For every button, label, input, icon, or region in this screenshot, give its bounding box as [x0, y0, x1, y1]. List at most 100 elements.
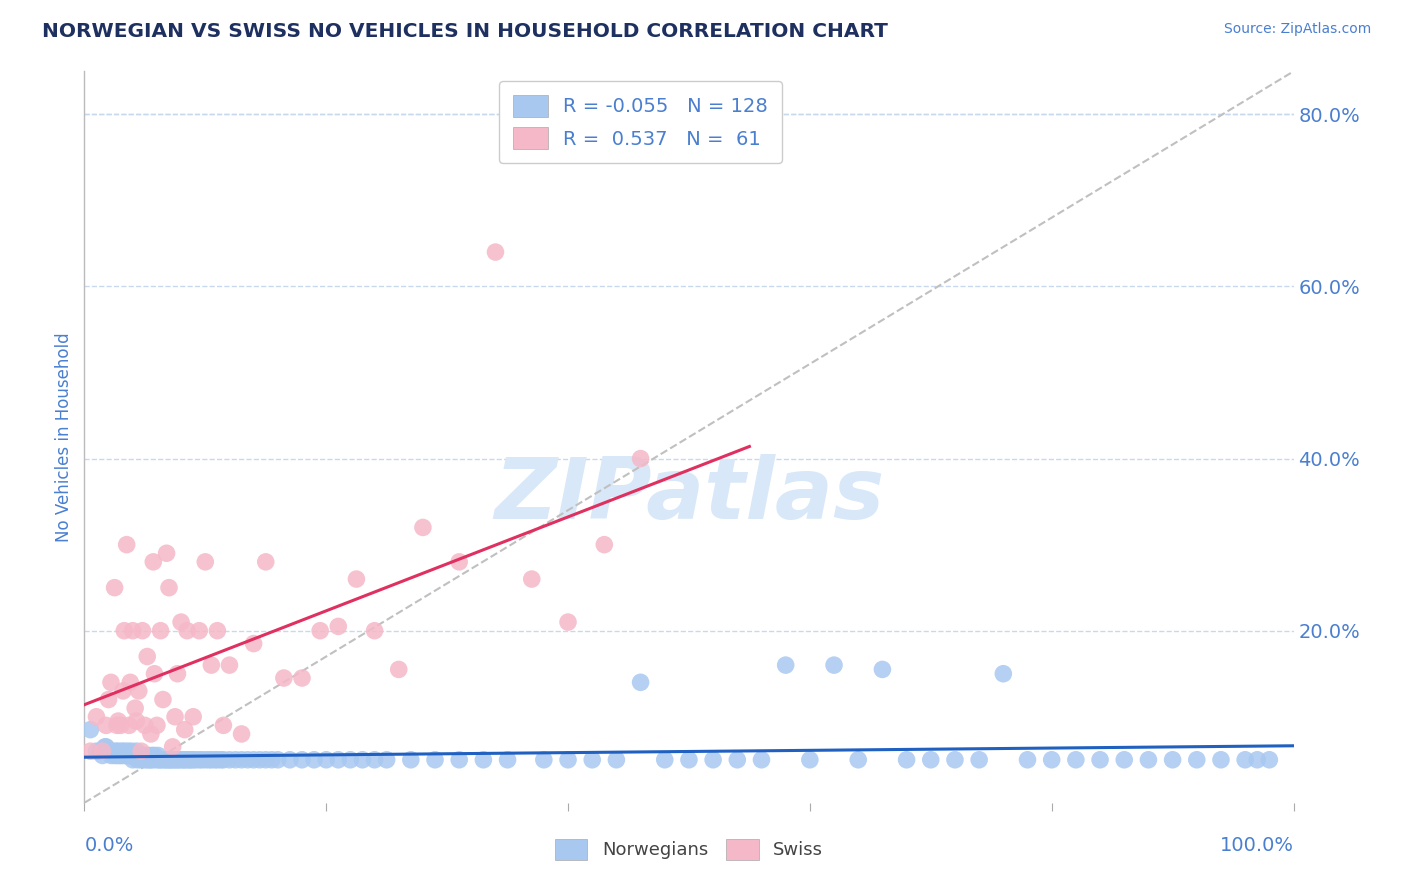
Point — [200, 658, 222, 673]
Point — [101, 744, 124, 758]
Point — [155, 753, 177, 767]
Point — [136, 649, 159, 664]
Point — [112, 744, 135, 758]
Point — [1209, 753, 1232, 767]
Point — [702, 753, 724, 767]
Point — [449, 753, 471, 767]
Point — [399, 753, 422, 767]
Point — [557, 753, 579, 767]
Point — [142, 555, 165, 569]
Point — [173, 753, 195, 767]
Point — [207, 753, 229, 767]
Point — [184, 753, 207, 767]
Point — [176, 753, 198, 767]
Point — [1064, 753, 1087, 767]
Point — [188, 624, 211, 638]
Point — [236, 753, 259, 767]
Point — [412, 520, 434, 534]
Point — [209, 753, 232, 767]
Point — [148, 753, 170, 767]
Point — [157, 753, 180, 767]
Point — [267, 753, 290, 767]
Point — [920, 753, 942, 767]
Point — [149, 753, 172, 767]
Point — [121, 753, 143, 767]
Point — [170, 753, 193, 767]
Point — [1017, 753, 1039, 767]
Point — [775, 658, 797, 673]
Point — [212, 753, 235, 767]
Point — [155, 753, 177, 767]
Point — [149, 624, 172, 638]
Point — [124, 748, 146, 763]
Point — [751, 753, 773, 767]
Point — [108, 748, 131, 763]
Point — [967, 753, 990, 767]
Point — [86, 744, 108, 758]
Point — [121, 624, 143, 638]
Point — [165, 710, 187, 724]
Point — [166, 753, 188, 767]
Text: NORWEGIAN VS SWISS NO VEHICLES IN HOUSEHOLD CORRELATION CHART: NORWEGIAN VS SWISS NO VEHICLES IN HOUSEH… — [42, 22, 889, 41]
Point — [104, 744, 127, 758]
Point — [346, 572, 368, 586]
Point — [593, 538, 616, 552]
Point — [118, 718, 141, 732]
Point — [165, 753, 187, 767]
Point — [114, 748, 136, 763]
Point — [678, 753, 700, 767]
Point — [142, 753, 165, 767]
Point — [125, 714, 148, 728]
Point — [105, 748, 128, 763]
Point — [127, 753, 149, 767]
Point — [115, 748, 138, 763]
Point — [138, 753, 160, 767]
Point — [204, 753, 226, 767]
Point — [100, 748, 122, 763]
Point — [94, 739, 117, 754]
Point — [181, 753, 204, 767]
Point — [1088, 753, 1111, 767]
Text: 100.0%: 100.0% — [1219, 836, 1294, 855]
Point — [339, 753, 361, 767]
Point — [110, 748, 132, 763]
Point — [352, 753, 374, 767]
Point — [423, 753, 446, 767]
Point — [115, 538, 138, 552]
Point — [207, 624, 229, 638]
Point — [309, 624, 332, 638]
Point — [138, 748, 160, 763]
Point — [1137, 753, 1160, 767]
Point — [291, 753, 314, 767]
Point — [581, 753, 603, 767]
Point — [128, 684, 150, 698]
Point — [134, 718, 156, 732]
Point — [91, 748, 114, 763]
Point — [107, 744, 129, 758]
Point — [79, 744, 101, 758]
Point — [146, 718, 169, 732]
Point — [449, 555, 471, 569]
Point — [125, 744, 148, 758]
Point — [654, 753, 676, 767]
Point — [630, 451, 652, 466]
Point — [799, 753, 821, 767]
Point — [725, 753, 748, 767]
Point — [254, 555, 277, 569]
Point — [212, 718, 235, 732]
Point — [328, 619, 350, 633]
Point — [1258, 753, 1281, 767]
Point — [173, 753, 195, 767]
Point — [79, 723, 101, 737]
Point — [129, 748, 152, 763]
Point — [194, 555, 217, 569]
Point — [129, 744, 152, 758]
Point — [124, 701, 146, 715]
Point — [181, 710, 204, 724]
Point — [472, 753, 495, 767]
Point — [143, 666, 166, 681]
Point — [1161, 753, 1184, 767]
Point — [846, 753, 869, 767]
Point — [630, 675, 652, 690]
Point — [218, 658, 240, 673]
